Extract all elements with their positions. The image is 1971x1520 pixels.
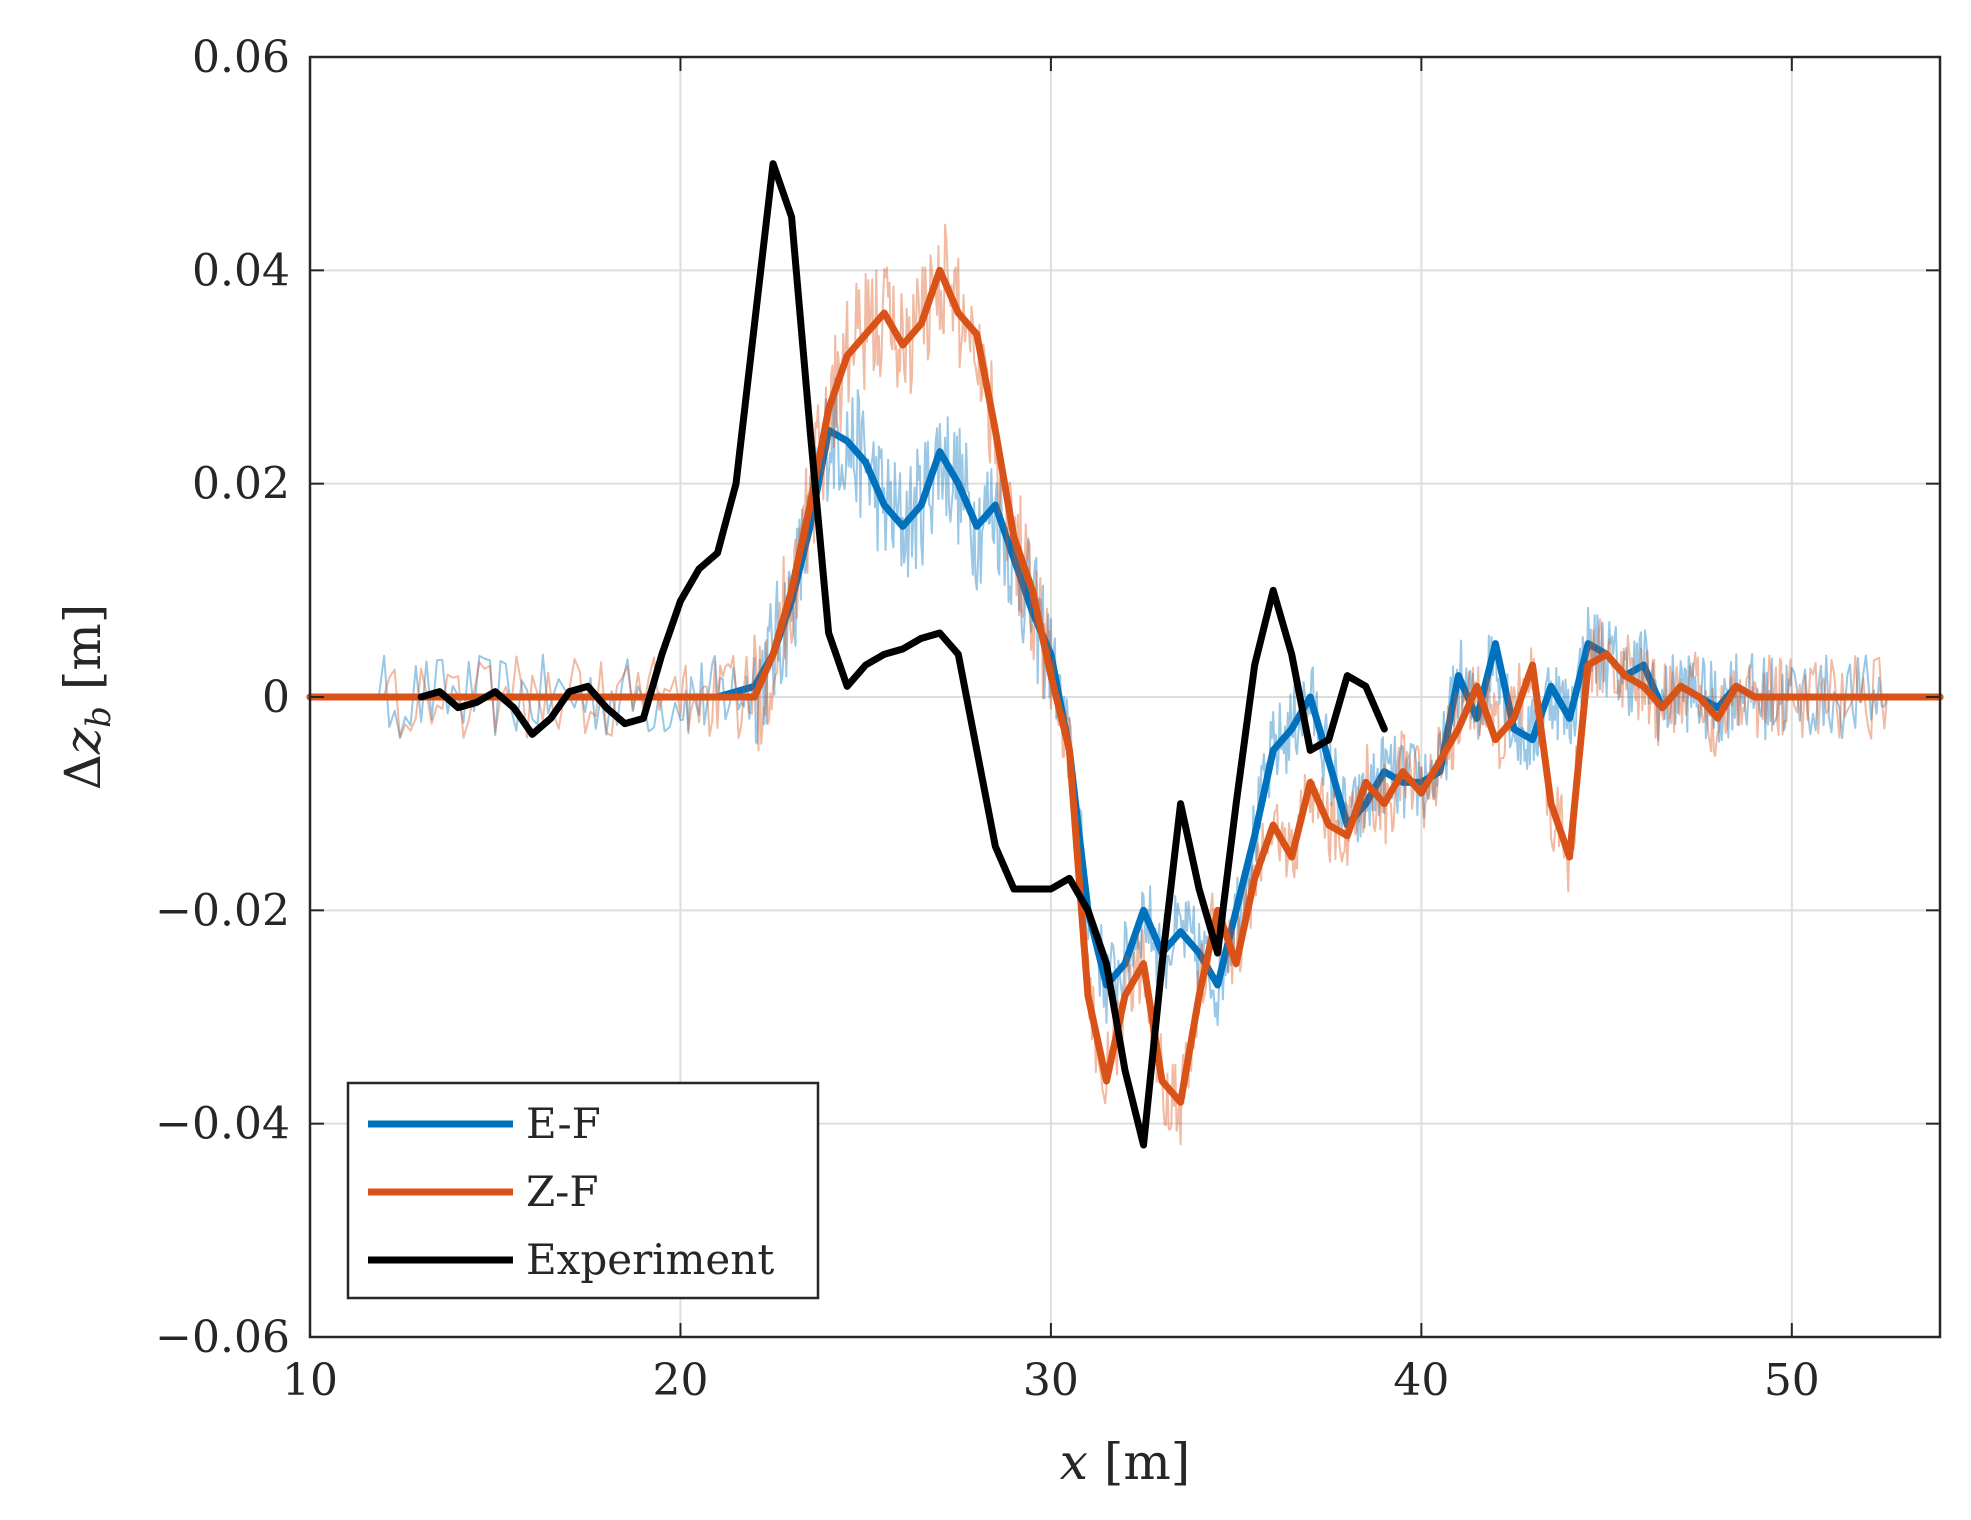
series-2	[417, 160, 1388, 1149]
x-axis-label: x [m]	[1060, 1433, 1191, 1491]
x-tick-label: 50	[1764, 1355, 1820, 1406]
y-tick-label: −0.06	[155, 1312, 290, 1363]
y-tick-label: 0.04	[192, 245, 290, 296]
legend-label: Z-F	[526, 1167, 599, 1216]
y-axis-delta: Δ	[54, 754, 112, 790]
y-axis-unit: [m]	[54, 604, 112, 706]
y-tick-label: −0.02	[155, 885, 290, 936]
series-line	[417, 160, 1388, 1149]
series-group	[306, 160, 1944, 1149]
y-axis-label: Δzb [m]	[54, 604, 119, 791]
legend-label: Experiment	[526, 1235, 774, 1284]
ticks: 10 20 30 40 50 −0.06 −0.04 −0.02 0 0.02 0.04 0.06	[155, 32, 1940, 1406]
x-tick-label: 20	[652, 1355, 708, 1406]
legend: E-F Z-F Experiment	[346, 1081, 820, 1300]
axis-labels: x [m] Δzb [m]	[54, 604, 1190, 1491]
x-tick-label: 30	[1023, 1355, 1079, 1406]
y-axis-subscript: b	[79, 706, 119, 728]
y-axis-variable: z	[54, 727, 112, 755]
legend-label: E-F	[526, 1099, 601, 1148]
x-axis-unit: [m]	[1088, 1433, 1190, 1491]
series-1	[306, 223, 1944, 1146]
y-tick-label: −0.04	[155, 1099, 290, 1150]
y-tick-label: 0.02	[192, 459, 290, 510]
x-tick-label: 10	[282, 1355, 338, 1406]
x-tick-label: 40	[1393, 1355, 1449, 1406]
series-noise-line	[310, 223, 1940, 1146]
series-line	[306, 266, 1944, 1106]
x-axis-variable: x	[1060, 1433, 1088, 1491]
y-tick-label: 0	[262, 672, 290, 723]
y-tick-label: 0.06	[192, 32, 290, 83]
